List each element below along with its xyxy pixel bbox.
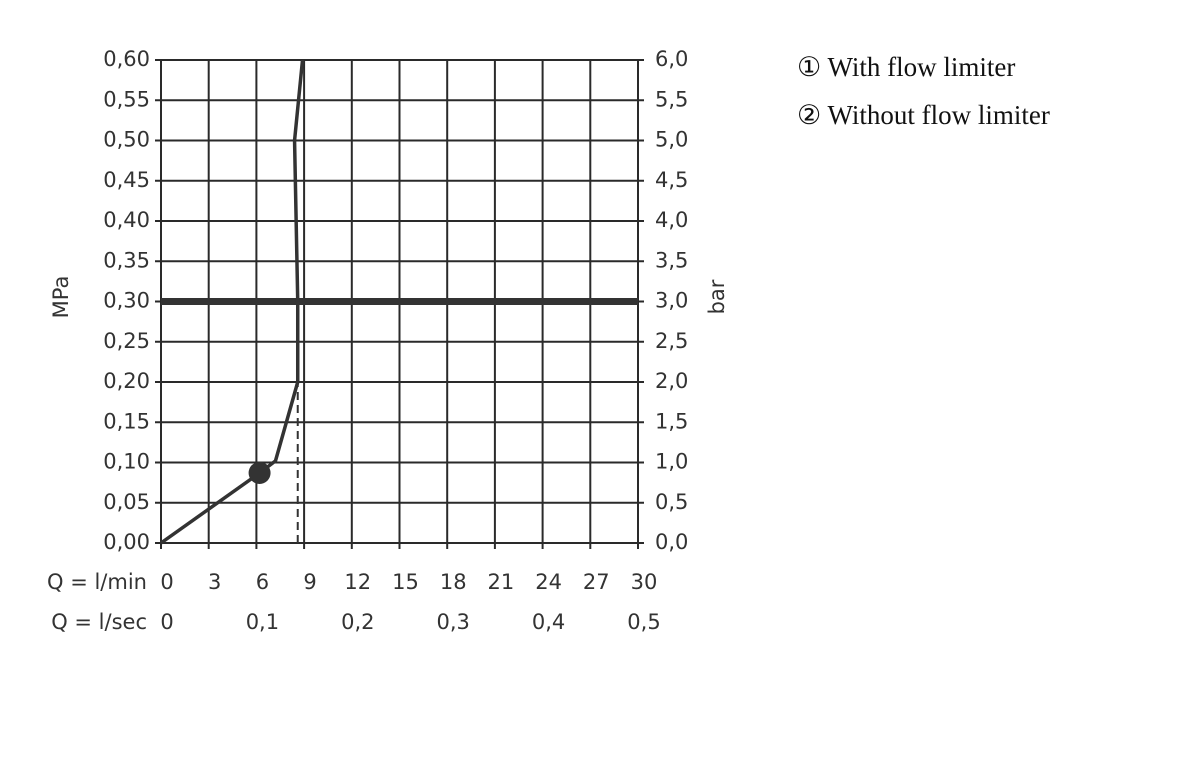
x-tick-label: 18 bbox=[440, 570, 467, 594]
y-axis-label: MPa bbox=[49, 276, 73, 319]
y2-axis-label: bar bbox=[705, 279, 729, 314]
y2-tick-label: 0,5 bbox=[655, 490, 688, 514]
y-tick-label: 0,15 bbox=[103, 409, 150, 433]
y2-tick-label: 2,5 bbox=[655, 329, 688, 353]
y2-tick-label: 1,5 bbox=[655, 409, 688, 433]
x-tick-label: 0 bbox=[160, 570, 173, 594]
y2-tick-label: 6,0 bbox=[655, 47, 688, 71]
y2-tick-label: 3,0 bbox=[655, 289, 688, 313]
y-tick-label: 0,25 bbox=[103, 329, 150, 353]
y-tick-label: 0,00 bbox=[103, 530, 150, 554]
y-tick-label: 0,40 bbox=[103, 208, 150, 232]
y-tick-label: 0,55 bbox=[103, 87, 150, 111]
y2-tick-label: 5,0 bbox=[655, 128, 688, 152]
y2-tick-label: 2,0 bbox=[655, 369, 688, 393]
x-tick-label: 12 bbox=[344, 570, 371, 594]
x-tick-label: 30 bbox=[631, 570, 658, 594]
y2-tick-label: 1,0 bbox=[655, 450, 688, 474]
y-tick-label: 0,60 bbox=[103, 47, 150, 71]
y2-tick-label: 3,5 bbox=[655, 248, 688, 272]
x-tick-label: 3 bbox=[208, 570, 221, 594]
y-tick-label: 0,50 bbox=[103, 128, 150, 152]
x2-tick-label: 0,5 bbox=[627, 610, 660, 634]
y-tick-label: 0,05 bbox=[103, 490, 150, 514]
x-tick-label: 21 bbox=[488, 570, 515, 594]
x2-tick-label: 0,1 bbox=[246, 610, 279, 634]
y-tick-label: 0,30 bbox=[103, 289, 150, 313]
data-point bbox=[248, 461, 271, 484]
y2-tick-label: 0,0 bbox=[655, 530, 688, 554]
y-tick-label: 0,45 bbox=[103, 168, 150, 192]
y2-tick-label: 5,5 bbox=[655, 87, 688, 111]
y-tick-label: 0,35 bbox=[103, 248, 150, 272]
x-tick-label: 15 bbox=[392, 570, 419, 594]
x-tick-label: 24 bbox=[535, 570, 562, 594]
y-tick-label: 0,20 bbox=[103, 369, 150, 393]
y-tick-label: 0,10 bbox=[103, 450, 150, 474]
x-row-label: Q = l/min bbox=[47, 570, 147, 594]
x2-tick-label: 0,2 bbox=[341, 610, 374, 634]
x-tick-label: 6 bbox=[256, 570, 269, 594]
legend-entry: ② Without flow limiter bbox=[797, 100, 1050, 130]
x2-tick-label: 0 bbox=[160, 610, 173, 634]
y2-tick-label: 4,0 bbox=[655, 208, 688, 232]
x2-tick-label: 0,4 bbox=[532, 610, 565, 634]
x2-tick-label: 0,3 bbox=[436, 610, 469, 634]
x-tick-label: 27 bbox=[583, 570, 610, 594]
y2-tick-label: 4,5 bbox=[655, 168, 688, 192]
legend-entry: ① With flow limiter bbox=[797, 52, 1015, 82]
x-tick-label: 9 bbox=[303, 570, 316, 594]
x2-row-label: Q = l/sec bbox=[51, 610, 147, 634]
